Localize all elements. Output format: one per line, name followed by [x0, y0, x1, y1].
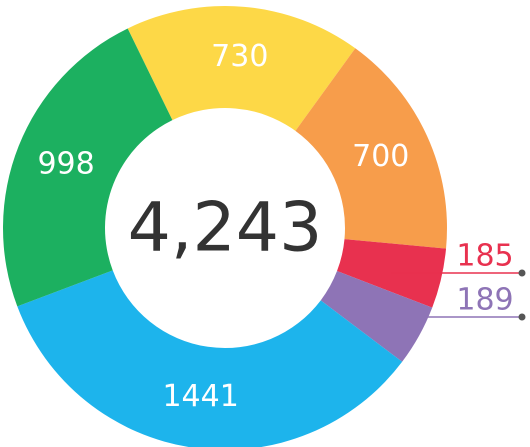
donut-segment: [17, 270, 403, 447]
value-label: 189: [456, 283, 513, 318]
value-label: 185: [456, 238, 513, 273]
value-label: 1441: [162, 379, 238, 414]
value-label: 730: [211, 39, 268, 74]
center-label: 4,243: [128, 189, 323, 268]
donut-segment: [3, 28, 173, 307]
donut-segment: [295, 48, 447, 249]
leader-dot: [518, 313, 526, 321]
donut-segment: [127, 5, 356, 131]
leader-dot: [518, 269, 526, 277]
value-label: 998: [37, 146, 94, 181]
value-label: 700: [352, 139, 409, 174]
